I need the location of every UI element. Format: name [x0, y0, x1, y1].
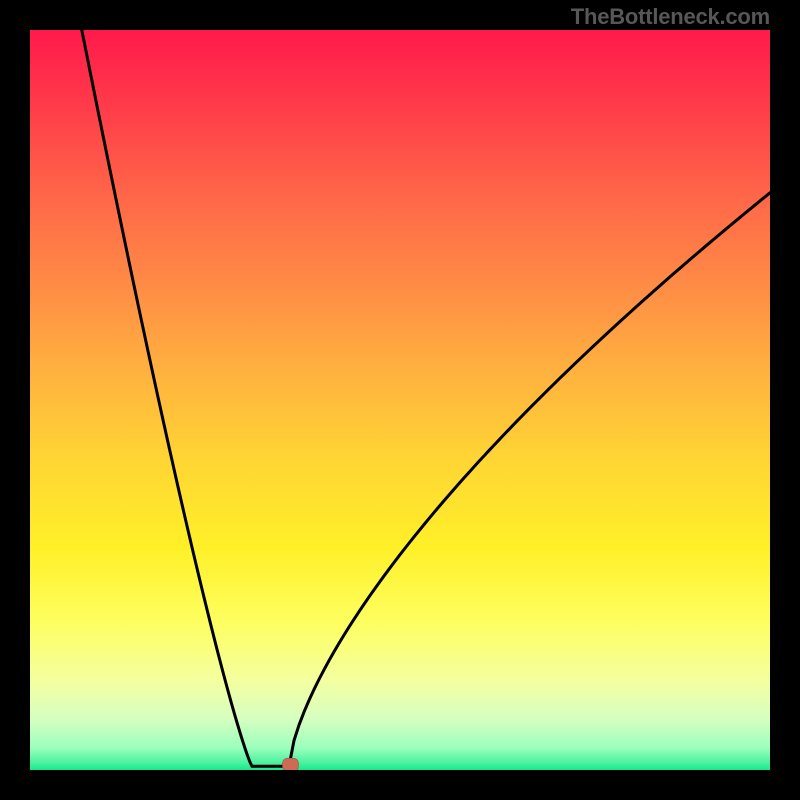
bottleneck-chart	[30, 30, 770, 770]
watermark-text: TheBottleneck.com	[571, 4, 770, 30]
outer-frame: TheBottleneck.com	[0, 0, 800, 800]
plot-area	[30, 30, 770, 770]
gradient-background	[30, 30, 770, 770]
optimum-marker	[282, 758, 298, 770]
